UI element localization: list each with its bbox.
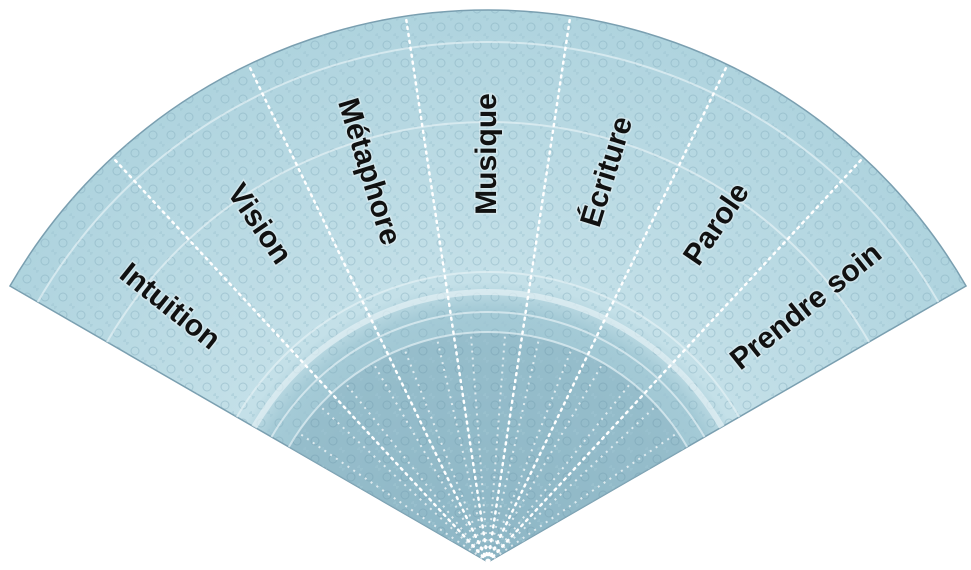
divider-dotted xyxy=(405,18,490,564)
decor-arc xyxy=(106,121,870,343)
divider-dotted xyxy=(248,67,490,564)
segment-label: Musique xyxy=(470,93,503,215)
decor-arc xyxy=(235,271,741,418)
divider-dotted xyxy=(486,18,571,564)
inner-core-ornament xyxy=(288,332,688,562)
divider-dotted xyxy=(486,159,862,564)
fan-ornament xyxy=(9,10,967,562)
decor-arc xyxy=(36,41,940,303)
decor-arc xyxy=(287,331,689,448)
decor-arc xyxy=(270,311,706,438)
decor-arc xyxy=(251,289,725,429)
divider-dotted xyxy=(114,159,490,564)
divider-dotted xyxy=(486,67,728,564)
